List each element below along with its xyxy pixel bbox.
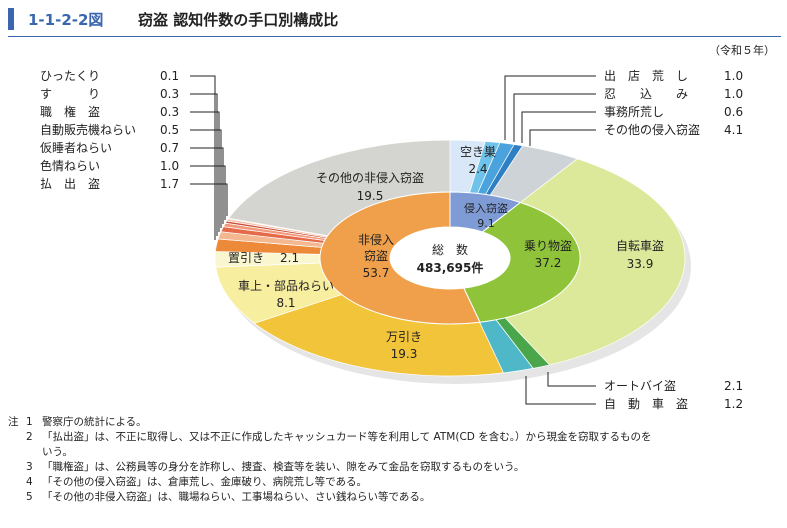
- header-rule: [8, 36, 781, 37]
- non-intrusion-label: 窃盗: [364, 248, 388, 263]
- other-non-intrusion-label: その他の非侵入窃盗: [316, 170, 424, 185]
- left-callout-value: 0.1: [160, 69, 179, 83]
- other-non-intrusion-value: 19.5: [357, 189, 384, 203]
- year-note: （令和５年）: [709, 44, 775, 57]
- left-callout-label: す り: [40, 87, 100, 101]
- non-intrusion-label: 非侵入: [358, 232, 394, 247]
- callout-line: [190, 75, 216, 240]
- left-callout-value: 1.7: [160, 177, 179, 191]
- note-text: 「職権盗」は、公務員等の身分を詐称し、捜査、検査等を装い、隙をみて金品を窃取する…: [42, 461, 525, 473]
- intrusion-value: 9.1: [477, 217, 495, 230]
- center-hole: [390, 227, 510, 289]
- callout-line: [513, 93, 596, 142]
- right-callout-label: 忍 込 み: [604, 87, 688, 101]
- shoplifting-value: 19.3: [391, 347, 418, 361]
- left-callout-label: 仮睡者ねらい: [40, 141, 112, 155]
- bicycle-value: 33.9: [627, 257, 654, 271]
- note-number: 4: [26, 476, 33, 488]
- akisu-label: 空き巣: [460, 145, 496, 159]
- note-row: 4 「その他の侵入窃盗」は、倉庫荒し、金庫破り、病院荒し等である。: [8, 475, 778, 490]
- note-text: 「その他の非侵入窃盗」は、職場ねらい、工事場ねらい、さい銭ねらい等である。: [42, 491, 431, 503]
- figure-title: 窃盗 認知件数の手口別構成比: [138, 11, 339, 29]
- callout-line: [190, 129, 222, 228]
- notes: 注 1 警察庁の統計による。 2 「払出盗」は、不正に取得し、又は不正に作成した…: [8, 415, 778, 505]
- right-callout-label: その他の侵入窃盗: [604, 122, 700, 137]
- callout-line: [190, 165, 226, 220]
- car-parts-label: 車上・部品ねらい: [238, 278, 334, 293]
- left-callout-value: 0.5: [160, 123, 179, 137]
- note-label: 注: [8, 416, 19, 428]
- note-text: 「その他の侵入窃盗」は、倉庫荒し、金庫破り、病院荒し等である。: [42, 476, 367, 488]
- callout-line: [547, 372, 596, 387]
- figure-header: 1-1-2-2図 窃盗 認知件数の手口別構成比: [8, 6, 781, 37]
- note-text: 警察庁の統計による。: [42, 416, 147, 428]
- bottom-callout-label: オートバイ盗: [604, 378, 676, 393]
- right-callout-value: 1.0: [724, 69, 743, 83]
- right-callout-value: 0.6: [724, 105, 743, 119]
- header-accent-bar: [8, 8, 14, 30]
- callout-line: [504, 75, 596, 140]
- right-callout-value: 4.1: [724, 123, 743, 137]
- note-row: 注 1 警察庁の統計による。: [8, 415, 778, 430]
- donut-chart: 総 数 483,695件 侵入窃盗 9.1 乗り物盗 37.2 非侵入窃盗 53.7 空き巣 2.…: [40, 69, 743, 411]
- bottom-callout-value: 1.2: [724, 397, 743, 411]
- note-row: 2 「払出盗」は、不正に取得し、又は不正に作成したキャッシュカード等を利用して …: [8, 430, 778, 445]
- bicycle-label: 自転車盗: [616, 238, 664, 253]
- note-text: 「払出盗」は、不正に取得し、又は不正に作成したキャッシュカード等を利用して AT…: [42, 431, 652, 443]
- note-number: 3: [26, 461, 33, 473]
- left-callout-value: 0.3: [160, 105, 179, 119]
- left-callout-label: 自動販売機ねらい: [40, 122, 136, 137]
- note-row: 5 「その他の非侵入窃盗」は、職場ねらい、工事場ねらい、さい銭ねらい等である。: [8, 490, 778, 505]
- left-callout-label: 職 権 盗: [40, 104, 100, 119]
- callout-line: [521, 111, 596, 143]
- total-value: 483,695件: [417, 260, 484, 275]
- left-callout-value: 0.7: [160, 141, 179, 155]
- non-intrusion-value: 53.7: [363, 266, 390, 280]
- callout-line: [529, 129, 596, 146]
- note-number: 5: [26, 491, 33, 503]
- left-callout-value: 0.3: [160, 87, 179, 101]
- intrusion-label: 侵入窃盗: [464, 201, 508, 215]
- bottom-callout-value: 2.1: [724, 379, 743, 393]
- note-number: 1: [26, 416, 33, 428]
- left-callout-label: ひったくり: [40, 69, 100, 83]
- right-callout-value: 1.0: [724, 87, 743, 101]
- car-parts-value: 8.1: [276, 296, 295, 310]
- note-continuation: いう。: [42, 446, 73, 458]
- figure-id: 1-1-2-2図: [28, 11, 104, 29]
- note-row: 3 「職権盗」は、公務員等の身分を詐称し、捜査、検査等を装い、隙をみて金品を窃取…: [8, 460, 778, 475]
- shoplifting-label: 万引き: [386, 330, 422, 344]
- okibiki-label: 置引き: [228, 251, 264, 265]
- left-callout-label: 払 出 盗: [40, 176, 100, 191]
- vehicle-value: 37.2: [535, 256, 562, 270]
- callout-line: [190, 147, 224, 224]
- callout-line: [190, 93, 218, 236]
- right-callout-label: 事務所荒し: [604, 105, 664, 119]
- callout-line: [190, 111, 220, 232]
- bottom-callout-label: 自 動 車 盗: [604, 396, 688, 411]
- okibiki-value: 2.1: [280, 251, 299, 265]
- total-label: 総 数: [432, 242, 468, 257]
- akisu-value: 2.4: [468, 162, 487, 176]
- note-number: 2: [26, 431, 33, 443]
- callout-line: [525, 376, 596, 405]
- left-callout-value: 1.0: [160, 159, 179, 173]
- vehicle-label: 乗り物盗: [524, 238, 572, 253]
- right-callout-label: 出 店 荒 し: [604, 69, 688, 83]
- callout-line: [190, 183, 228, 216]
- left-callout-label: 色情ねらい: [40, 159, 100, 173]
